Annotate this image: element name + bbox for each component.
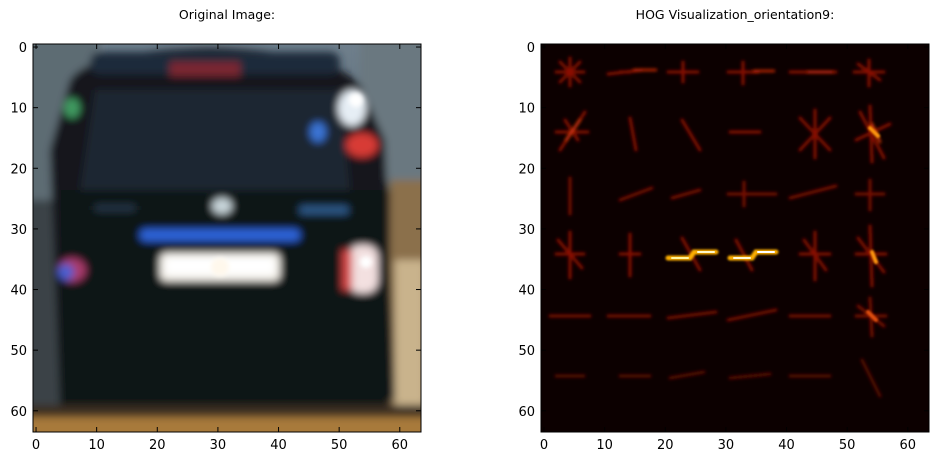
- hog-y-tick-label: 20: [518, 162, 535, 177]
- original-y-tick-label: 20: [10, 162, 27, 177]
- original-y-tick-label: 10: [10, 102, 27, 117]
- hog-y-tick-label: 40: [518, 284, 535, 299]
- hog-x-tick-label: 10: [596, 438, 613, 453]
- hog-y-tick-label: 30: [518, 223, 535, 238]
- hog-x-tick-label: 0: [540, 438, 548, 453]
- hog-visualization-image: [541, 44, 929, 432]
- hog-x-tick-label: 50: [839, 438, 856, 453]
- original-x-tick-label: 30: [210, 438, 227, 453]
- original-y-tick-label: 30: [10, 223, 27, 238]
- original-y-tick-label: 50: [10, 344, 27, 359]
- original-x-tick-label: 10: [88, 438, 105, 453]
- hog-y-tick-label: 60: [518, 405, 535, 420]
- original-image-title: Original Image:: [178, 7, 276, 22]
- hog-x-tick-label: 60: [900, 438, 917, 453]
- original-car-image: [33, 44, 421, 432]
- hog-x-tick-label: 40: [778, 438, 795, 453]
- original-x-tick-label: 60: [392, 438, 409, 453]
- original-x-tick-label: 0: [32, 438, 40, 453]
- hog-x-tick-label: 30: [718, 438, 735, 453]
- hog-x-tick-label: 20: [657, 438, 674, 453]
- hog-image-frame: [540, 43, 930, 433]
- original-y-tick-label: 60: [10, 405, 27, 420]
- hog-y-tick-label: 10: [518, 102, 535, 117]
- original-x-tick-label: 40: [270, 438, 287, 453]
- original-x-tick-label: 50: [331, 438, 348, 453]
- hog-y-tick-label: 0: [527, 41, 535, 56]
- original-y-tick-label: 40: [10, 284, 27, 299]
- original-y-tick-label: 0: [19, 41, 27, 56]
- original-x-tick-label: 20: [149, 438, 166, 453]
- hog-y-tick-label: 50: [518, 344, 535, 359]
- original-image-axes: 0 10 20 30 40 50 60 0 10 20 30 40 50 60: [10, 41, 421, 453]
- hog-image-axes: 0 10 20 30 40 50 60 0 10 20 30 40 50 60: [518, 41, 929, 453]
- hog-visualization-title: HOG Visualization_orientation9:: [635, 7, 835, 22]
- original-image-frame: [32, 43, 422, 433]
